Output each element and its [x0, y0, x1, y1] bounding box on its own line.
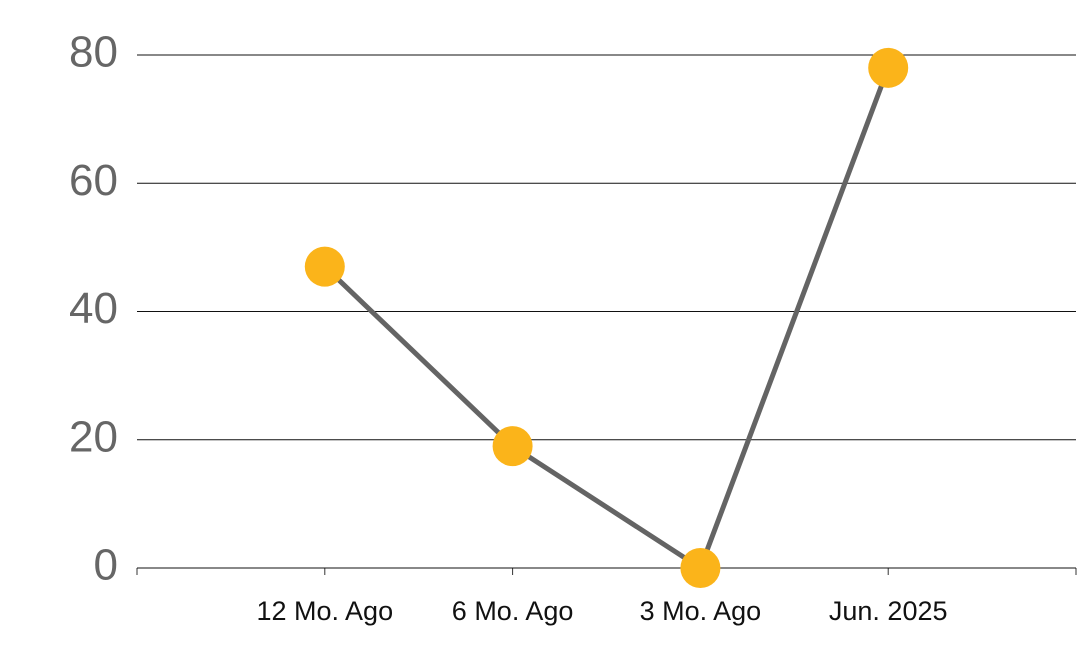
y-tick-label: 80	[69, 28, 118, 77]
x-tick-label: 3 Mo. Ago	[640, 596, 762, 626]
x-tick-label: Jun. 2025	[829, 596, 948, 626]
series-line	[323, 66, 891, 572]
x-axis-ticks	[136, 568, 1077, 575]
y-tick-label: 40	[69, 284, 118, 333]
y-tick-label: 20	[69, 412, 118, 461]
point-marker	[492, 426, 533, 467]
point-marker	[868, 47, 909, 88]
y-tick-label: 0	[94, 541, 118, 590]
point-marker	[304, 246, 345, 287]
y-tick-label: 60	[69, 156, 118, 205]
x-tick-label: 6 Mo. Ago	[452, 596, 574, 626]
point-marker	[680, 548, 721, 588]
x-tick-label: 12 Mo. Ago	[256, 596, 393, 626]
